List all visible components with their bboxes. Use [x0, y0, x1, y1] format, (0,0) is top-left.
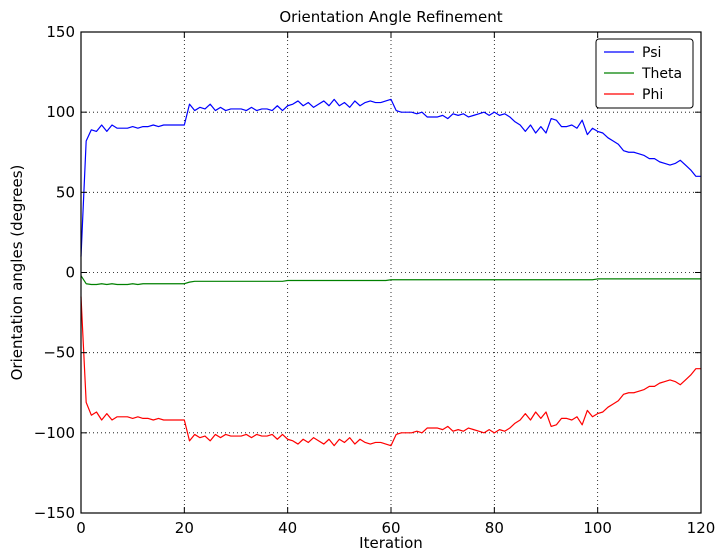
series-line-psi [80, 98, 701, 257]
legend-label-theta: Theta [641, 66, 682, 82]
axis-ticks [80, 31, 702, 514]
y-axis-tick-labels: −150 −100 −50 0 50 100 150 [34, 23, 75, 522]
x-tick-label: 120 [687, 519, 716, 537]
x-tick-label: 0 [76, 519, 86, 537]
series-lines [80, 98, 701, 447]
x-tick-label: 20 [175, 519, 194, 537]
x-tick-label: 60 [381, 519, 400, 537]
y-tick-label: 0 [65, 264, 75, 282]
y-tick-label: 150 [46, 23, 75, 41]
legend-label-psi: Psi [642, 45, 661, 61]
y-tick-label: −150 [34, 504, 75, 522]
x-axis-title: Iteration [359, 534, 423, 552]
y-tick-label: 50 [56, 183, 75, 201]
y-tick-label: 100 [46, 103, 75, 121]
legend: Psi Theta Phi [595, 38, 694, 109]
y-axis-title: Orientation angles (degrees) [8, 165, 26, 381]
series-line-theta [80, 275, 701, 286]
x-tick-label: 100 [583, 519, 612, 537]
legend-label-phi: Phi [642, 87, 663, 103]
y-tick-label: −50 [43, 344, 75, 362]
x-tick-label: 40 [278, 519, 297, 537]
x-tick-label: 80 [485, 519, 504, 537]
y-tick-label: −100 [34, 424, 75, 442]
series-line-phi [80, 296, 701, 447]
chart-title: Orientation Angle Refinement [279, 8, 502, 26]
legend-box [595, 38, 694, 109]
x-axis-tick-labels: 0 20 40 60 80 100 120 [76, 519, 715, 537]
